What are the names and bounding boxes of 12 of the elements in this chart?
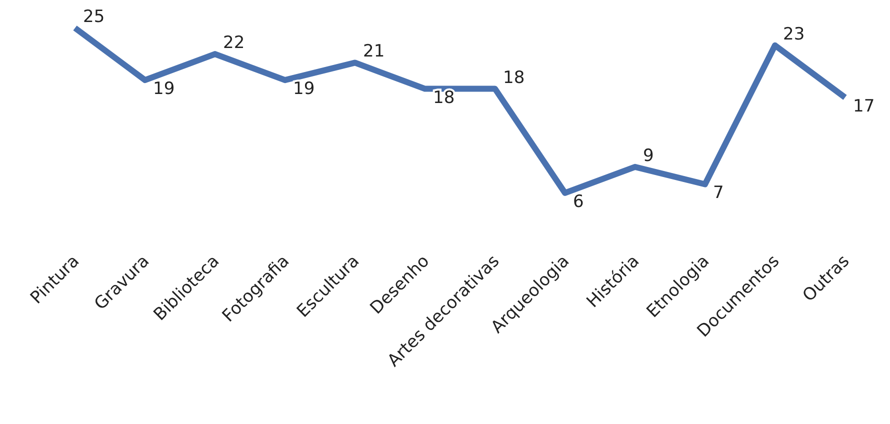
data-label: 21 [363,42,385,62]
data-label: 6 [573,192,584,212]
data-label: 17 [853,96,875,116]
data-label: 22 [223,33,245,54]
data-label: 19 [153,79,175,100]
data-label: 25 [83,7,105,27]
data-label: 18 [503,68,525,88]
data-label: 9 [643,146,654,166]
data-label: 23 [783,24,805,44]
data-label: 7 [713,183,724,204]
data-label: 19 [293,79,315,100]
data-label: 18 [433,88,455,108]
